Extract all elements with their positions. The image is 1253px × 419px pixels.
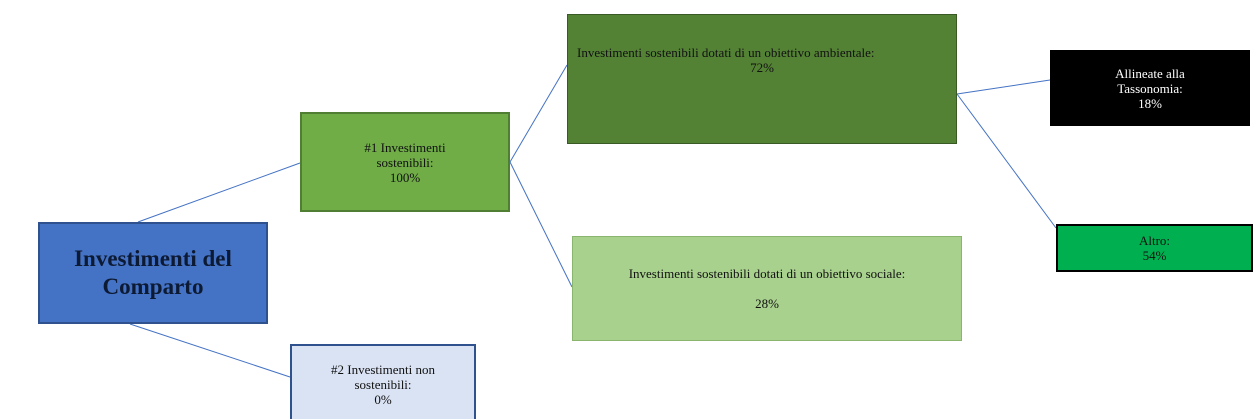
node-value: 28% [755,296,779,311]
node-label: #1 Investimenti sostenibili: [364,139,446,170]
social-node: Investimenti sostenibili dotati di un ob… [572,236,962,341]
node-value: 100% [389,169,421,185]
root-label: Investimenti del Comparto [74,246,232,299]
connector [129,323,291,378]
connector [509,64,568,163]
other-node: Altro: 54% [1056,224,1253,272]
environmental-node: Investimenti sostenibili dotati di un ob… [567,14,957,144]
connector [137,162,301,223]
taxonomy-node: Allineate alla Tassonomia: 18% [1050,50,1250,126]
node-label: Allineate alla Tassonomia: [1115,65,1185,96]
node-label: Investimenti sostenibili dotati di un ob… [628,266,906,281]
node-value: 72% [750,60,774,75]
connector [509,161,573,288]
sustainable-node: #1 Investimenti sostenibili: 100% [300,112,510,212]
node-value: 0% [374,391,392,407]
connector [956,79,1051,95]
node-label: Altro: [1138,233,1171,248]
node-value: 18% [1138,95,1162,111]
node-value: 54% [1142,248,1167,263]
node-label: Investimenti sostenibili dotati di un ob… [577,45,875,60]
connector [956,93,1057,229]
root-node: Investimenti del Comparto [38,222,268,324]
node-label: #2 Investimenti non sostenibili: [331,361,435,392]
non-sustainable-node: #2 Investimenti non sostenibili: 0% [290,344,476,419]
